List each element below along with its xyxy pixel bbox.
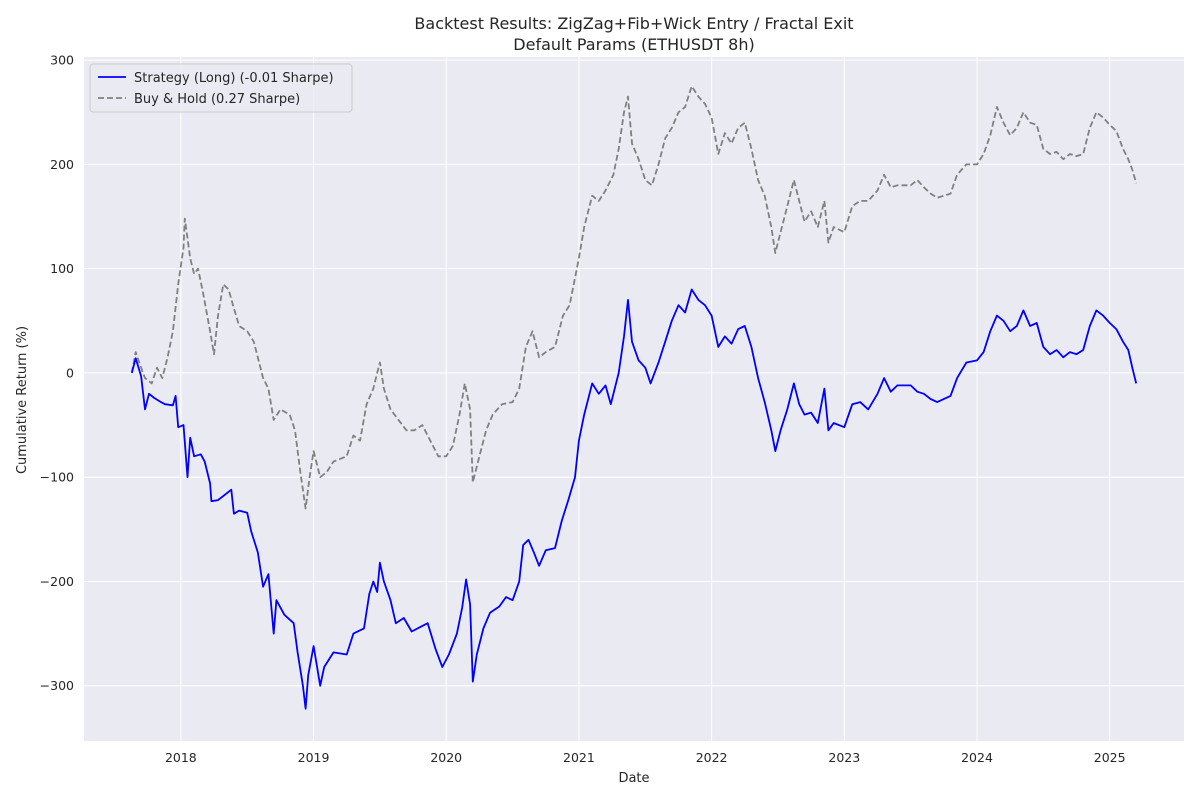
plot-area <box>84 57 1184 741</box>
x-tick-label: 2025 <box>1094 750 1126 765</box>
y-tick-label: 0 <box>66 365 74 380</box>
buy-hold-line <box>130 85 1138 510</box>
y-tick-label: −300 <box>40 678 74 693</box>
x-tick-label: 2024 <box>961 750 993 765</box>
y-tick-label: −200 <box>40 574 74 589</box>
y-tick-label: 300 <box>50 53 74 68</box>
x-tick-label: 2021 <box>563 750 595 765</box>
x-tick-label: 2023 <box>828 750 860 765</box>
y-tick-labels: 300 200 100 0 −100 −200 −300 <box>40 53 74 694</box>
y-tick-label: −100 <box>40 470 74 485</box>
legend: Strategy (Long) (-0.01 Sharpe) Buy & Hol… <box>89 63 353 113</box>
series-layer <box>130 85 1138 710</box>
legend-box <box>89 63 353 113</box>
legend-strategy-label: Strategy (Long) (-0.01 Sharpe) <box>134 71 334 86</box>
chart-title-line-1: Backtest Results: ZigZag+Fib+Wick Entry … <box>414 14 853 33</box>
x-tick-labels: 2018 2019 2020 2021 2022 2023 2024 2025 <box>165 750 1126 765</box>
y-tick-label: 100 <box>50 261 74 276</box>
legend-buyhold-label: Buy & Hold (0.27 Sharpe) <box>134 92 300 107</box>
chart-title-line-2: Default Params (ETHUSDT 8h) <box>513 35 754 54</box>
x-tick-label: 2022 <box>696 750 728 765</box>
grid <box>84 57 1184 741</box>
y-tick-label: 200 <box>50 157 74 172</box>
x-tick-label: 2018 <box>165 750 197 765</box>
y-axis-label: Cumulative Return (%) <box>15 326 30 474</box>
x-tick-label: 2020 <box>430 750 462 765</box>
x-axis-label: Date <box>618 771 649 786</box>
x-tick-label: 2019 <box>298 750 330 765</box>
strategy-line <box>130 288 1138 710</box>
